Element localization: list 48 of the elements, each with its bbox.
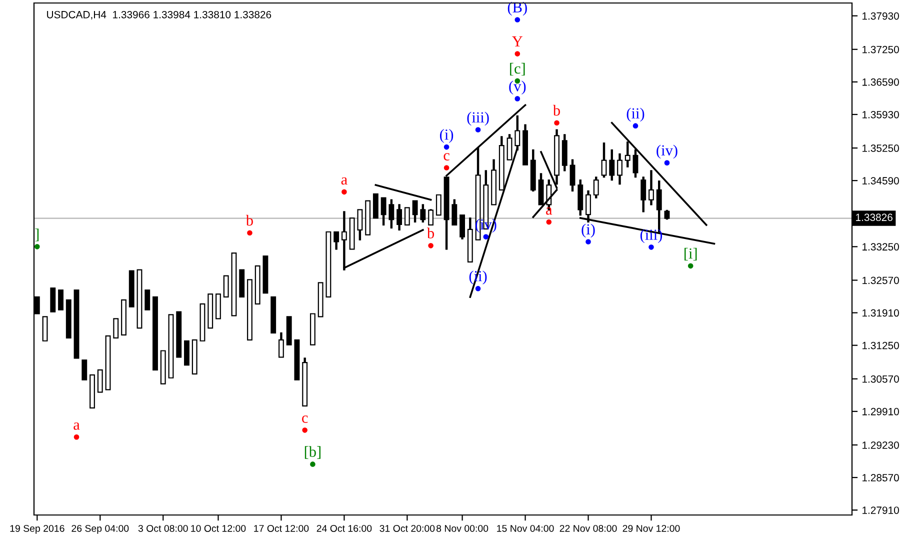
x-tick-label: 15 Nov 04:00: [497, 524, 554, 532]
y-tick-label: 1.31250: [862, 342, 899, 350]
data-label: (iii): [467, 112, 489, 126]
data-label: b: [426, 228, 434, 238]
ref-line-label: 1.33826: [856, 214, 892, 222]
data-label: a: [74, 422, 80, 430]
data-label: (iii): [640, 229, 662, 243]
data-label: (i): [582, 224, 595, 238]
text: USDCAD,H4 1.33966 1.33984 1.33810 1.33826: [47, 10, 272, 20]
y-tick-label: 1.31910: [862, 309, 899, 317]
y-tick-label: 1.29910: [862, 408, 899, 416]
y-tick-label: 1.29230: [862, 441, 899, 449]
data-label: ]: [35, 228, 39, 242]
data-label: a: [341, 177, 348, 185]
x-tick-label: 31 Oct 20:00: [380, 524, 435, 532]
x-tick-label: 29 Nov 12:00: [622, 524, 680, 532]
data-label: c: [444, 153, 450, 160]
y-tick-label: 1.37250: [862, 46, 899, 54]
data-label: [i]: [684, 248, 697, 261]
data-label: Y: [512, 36, 523, 46]
y-tick-label: 1.37930: [862, 12, 899, 20]
y-tick-label: 1.35930: [862, 110, 899, 118]
data-label: [b]: [304, 446, 320, 459]
y-tick-label: 1.33250: [862, 243, 899, 251]
y-tick-label: 1.36590: [862, 78, 899, 86]
data-label: (iv): [656, 144, 678, 159]
y-tick-label: 1.27910: [862, 506, 899, 514]
x-tick-label: 24 Oct 16:00: [316, 524, 372, 532]
y-tick-label: 1.35250: [862, 144, 899, 152]
y-tick-label: 1.32570: [862, 276, 899, 284]
x-tick-label: 3 Oct 08:00: [138, 524, 188, 532]
data-label: [c]: [510, 62, 525, 76]
data-label: (i): [440, 129, 454, 143]
data-label: b: [552, 104, 560, 116]
x-tick-label: 8 Nov 00:00: [436, 524, 488, 532]
x-tick-label: 17 Oct 12:00: [254, 524, 309, 532]
x-tick-label: 10 Oct 12:00: [191, 524, 246, 532]
x-tick-label: 19 Sep 2016: [10, 524, 64, 534]
data-label: c: [302, 416, 308, 423]
x-tick-label: 26 Sep 04:00: [72, 524, 129, 534]
y-tick-label: 1.30570: [862, 375, 899, 383]
data-label: (v): [509, 80, 526, 95]
y-tick-label: 1.34590: [862, 177, 899, 184]
data-label: a: [546, 207, 552, 215]
data-label: (ii): [626, 108, 644, 122]
y-tick-label: 1.28570: [862, 474, 899, 482]
data-label: b: [246, 214, 253, 226]
x-tick-label: 22 Nov 08:00: [560, 524, 617, 532]
